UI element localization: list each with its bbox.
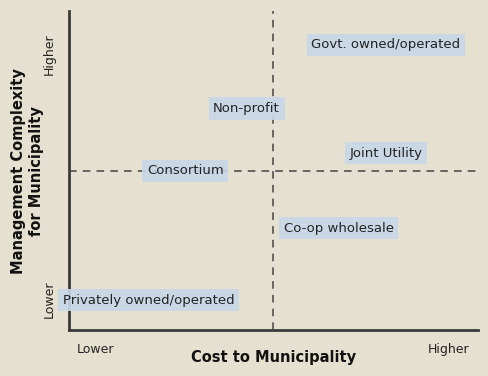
Text: Higher: Higher: [427, 343, 469, 356]
Text: Govt. owned/operated: Govt. owned/operated: [310, 38, 459, 51]
Text: Non-profit: Non-profit: [213, 102, 280, 115]
Text: Higher: Higher: [43, 33, 56, 75]
X-axis label: Cost to Municipality: Cost to Municipality: [190, 350, 355, 365]
Y-axis label: Management Complexity
for Municipality: Management Complexity for Municipality: [11, 68, 43, 274]
Text: Co-op wholesale: Co-op wholesale: [283, 222, 393, 235]
Text: Consortium: Consortium: [146, 164, 223, 177]
Text: Lower: Lower: [43, 280, 56, 318]
Text: Joint Utility: Joint Utility: [348, 147, 422, 160]
Text: Privately owned/operated: Privately owned/operated: [62, 294, 234, 306]
Text: Lower: Lower: [77, 343, 114, 356]
